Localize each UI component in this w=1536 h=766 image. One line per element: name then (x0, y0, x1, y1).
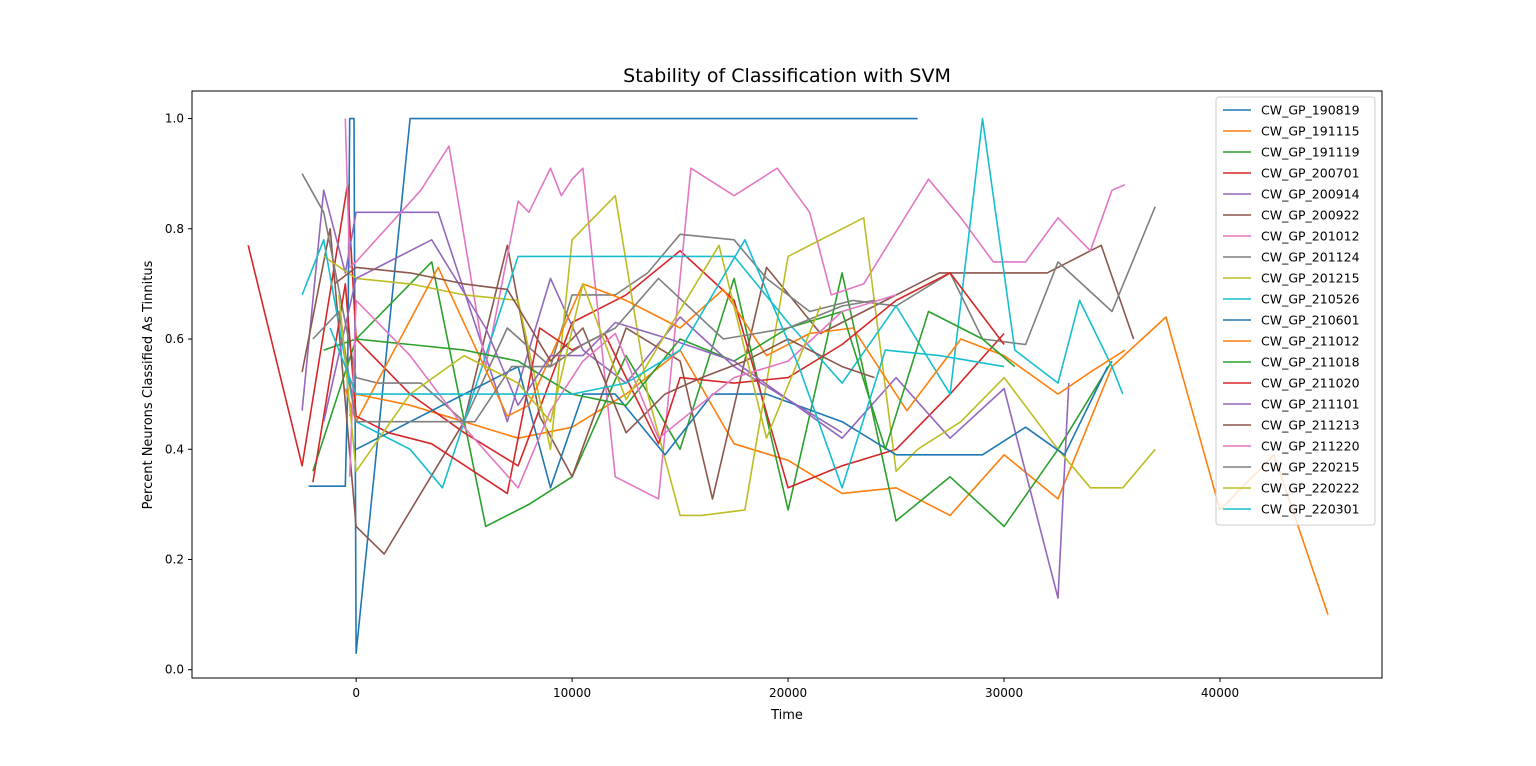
legend-label: CW_GP_200701 (1261, 166, 1360, 181)
series-line-cw-gp-200701 (247, 183, 1005, 489)
x-tick-label: 10000 (553, 686, 591, 700)
series-line-cw-gp-201215 (323, 194, 1156, 517)
series-line-cw-gp-220301 (329, 239, 1005, 489)
y-tick-label: 0.0 (165, 663, 184, 677)
chart-title: Stability of Classification with SVM (623, 65, 951, 87)
series-line-cw-gp-190819 (308, 117, 918, 655)
legend-box (1215, 96, 1376, 526)
legend-label: CW_GP_200922 (1261, 208, 1360, 223)
y-axis: 0.0 0.2 0.4 0.6 0.8 1.0 (165, 112, 192, 677)
x-tick-label: 40000 (1201, 686, 1239, 700)
y-tick-label: 0.4 (165, 442, 184, 456)
series-line-cw-gp-201124 (301, 173, 1156, 423)
legend-label: CW_GP_210526 (1261, 292, 1360, 307)
legend-label: CW_GP_200914 (1261, 187, 1360, 202)
series-line-cw-gp-211213 (334, 266, 875, 434)
x-axis-label: Time (770, 708, 803, 723)
legend-label: CW_GP_211101 (1261, 397, 1360, 412)
legend-label: CW_GP_201124 (1261, 250, 1360, 265)
x-tick-label: 20000 (769, 686, 807, 700)
legend-label: CW_GP_201012 (1261, 229, 1360, 244)
legend-label: CW_GP_220222 (1261, 481, 1360, 496)
series-line-cw-gp-201012 (344, 118, 1126, 500)
legend-label: CW_GP_211012 (1261, 334, 1360, 349)
series-line-cw-gp-211018 (323, 310, 1016, 451)
series-line-cw-gp-210526 (301, 117, 1124, 489)
x-tick-label: 0 (352, 686, 360, 700)
legend-label: CW_GP_211213 (1261, 418, 1360, 433)
y-axis-label: Percent Neurons Classified As Tinnitus (141, 260, 156, 509)
legend-label: CW_GP_191119 (1261, 145, 1360, 160)
legend-label: CW_GP_211020 (1261, 376, 1360, 391)
series-line-cw-gp-200914 (301, 189, 1070, 599)
legend-label: CW_GP_190819 (1261, 103, 1360, 118)
legend-label: CW_GP_220215 (1261, 460, 1360, 475)
series-line-cw-gp-220222 (338, 244, 822, 473)
plot-layer (247, 117, 1329, 655)
legend-label: CW_GP_201215 (1261, 271, 1360, 286)
y-tick-label: 0.2 (165, 552, 184, 566)
series-line-cw-gp-191115 (348, 316, 1329, 615)
x-axis: 0 10000 20000 30000 40000 (352, 678, 1239, 700)
legend-label: CW_GP_211018 (1261, 355, 1360, 370)
plot-frame (191, 90, 1383, 679)
legend-label: CW_GP_210601 (1261, 313, 1360, 328)
x-tick-label: 30000 (985, 686, 1023, 700)
legend-label: CW_GP_211220 (1261, 439, 1360, 454)
series-line-cw-gp-200922 (301, 228, 1135, 555)
series-line-cw-gp-210601 (355, 365, 1109, 489)
legend: CW_GP_190819 CW_GP_191115 CW_GP_191119 CW_G… (1215, 96, 1376, 526)
y-tick-label: 1.0 (165, 112, 184, 126)
y-tick-label: 0.6 (165, 332, 184, 346)
series-line-cw-gp-211220 (348, 294, 897, 489)
legend-label: CW_GP_220301 (1261, 502, 1360, 517)
y-tick-label: 0.8 (165, 222, 184, 236)
legend-label: CW_GP_191115 (1261, 124, 1360, 139)
